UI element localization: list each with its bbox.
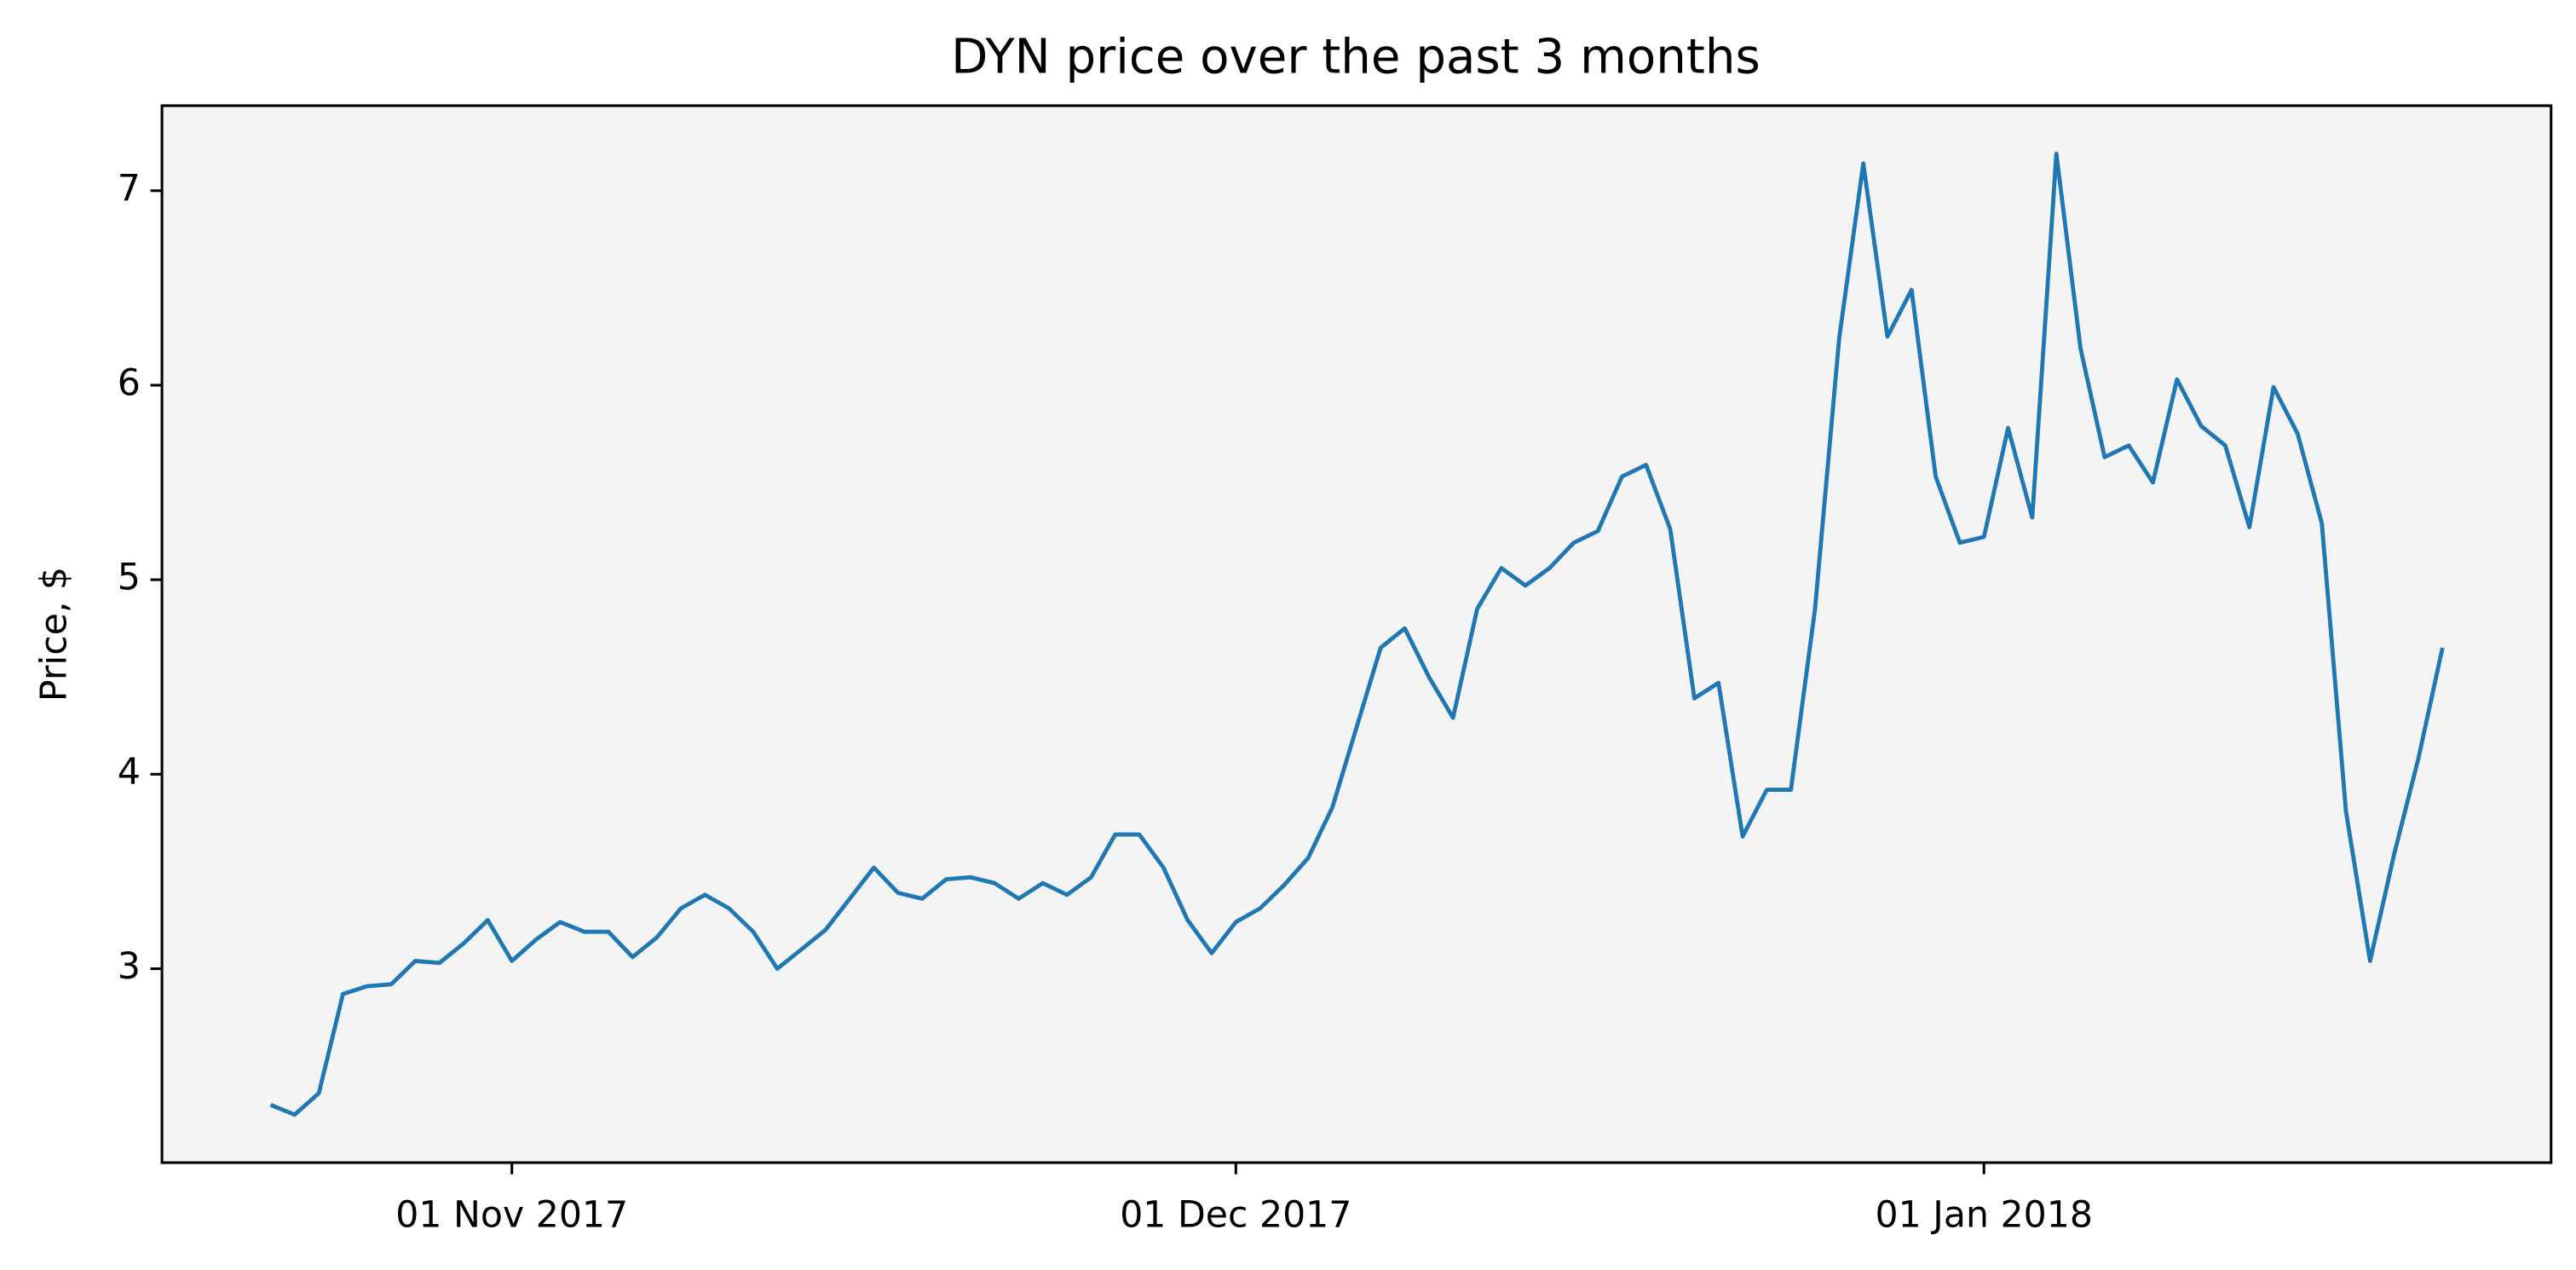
y-tick-label: 5 xyxy=(118,557,141,599)
y-tick-label: 4 xyxy=(118,751,141,794)
y-tick-label: 6 xyxy=(118,361,141,404)
y-tick-label: 7 xyxy=(118,167,141,210)
plot-background xyxy=(162,106,2551,1163)
y-tick-label: 3 xyxy=(118,945,141,988)
chart-title: DYN price over the past 3 months xyxy=(951,29,1761,84)
x-tick-label: 01 Nov 2017 xyxy=(395,1193,628,1236)
x-tick-label: 01 Jan 2018 xyxy=(1876,1193,2093,1236)
plot-frame xyxy=(160,104,2553,1164)
x-tick-label: 01 Dec 2017 xyxy=(1120,1193,1351,1236)
y-axis-label: Price, $ xyxy=(33,567,76,701)
price-line xyxy=(269,151,2445,1117)
